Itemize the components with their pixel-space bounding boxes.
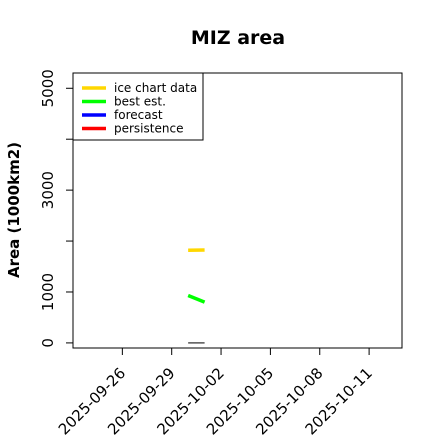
series-line [187,293,206,304]
plot-area [72,72,403,349]
legend-entry: persistence [114,122,183,136]
y-tick-label: 3000 [39,171,57,209]
legend-entry: ice chart data [114,81,197,95]
chart-title: MIZ area [191,27,285,49]
y-tick-label: 0 [39,338,57,348]
legend-entry: forecast [114,108,163,122]
y-tick-label: 1000 [39,273,57,311]
y-tick-label: 5000 [39,69,57,107]
x-axis: 2025-09-262025-09-292025-10-022025-10-05… [55,348,376,438]
legend-entry: best est. [114,95,166,109]
chart-marks [187,248,206,344]
y-axis-label: Area (1000km2) [5,142,23,278]
y-axis: 0 1000 3000 5000 [39,69,73,348]
